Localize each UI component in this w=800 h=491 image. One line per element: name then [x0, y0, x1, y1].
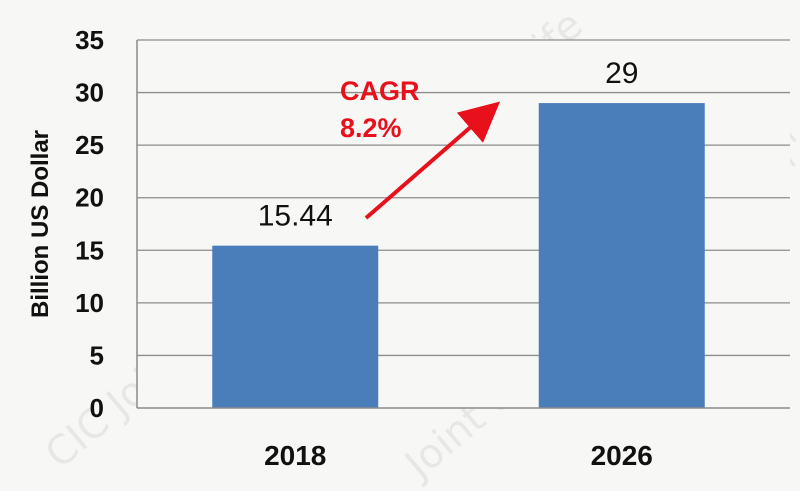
x-tick-label: 2018 — [264, 440, 326, 471]
cagr-annotation: CAGR 8.2% — [340, 76, 501, 220]
bars — [212, 103, 705, 408]
x-tick-labels: 2018 2026 — [264, 440, 653, 471]
cagr-label: CAGR — [340, 76, 420, 106]
y-tick-label: 10 — [75, 288, 104, 318]
cagr-arrow — [364, 101, 501, 220]
y-tick-label: 5 — [90, 340, 104, 370]
y-tick-label: 25 — [75, 130, 104, 160]
data-label: 15.44 — [258, 200, 333, 233]
y-tick-label: 30 — [75, 78, 104, 108]
data-labels: 15.44 29 — [258, 57, 639, 233]
bar — [212, 245, 379, 408]
bar — [538, 103, 705, 408]
x-tick-label: 2026 — [591, 440, 653, 471]
y-tick-labels: 0 5 10 15 20 25 30 35 — [75, 25, 104, 423]
y-axis-label: Billion US Dollar — [27, 130, 54, 318]
cagr-value: 8.2% — [340, 113, 402, 143]
y-tick-label: 20 — [75, 183, 104, 213]
data-label: 29 — [605, 57, 638, 90]
y-tick-label: 0 — [90, 393, 104, 423]
y-tick-label: 35 — [75, 25, 104, 55]
y-tick-label: 15 — [75, 235, 104, 265]
